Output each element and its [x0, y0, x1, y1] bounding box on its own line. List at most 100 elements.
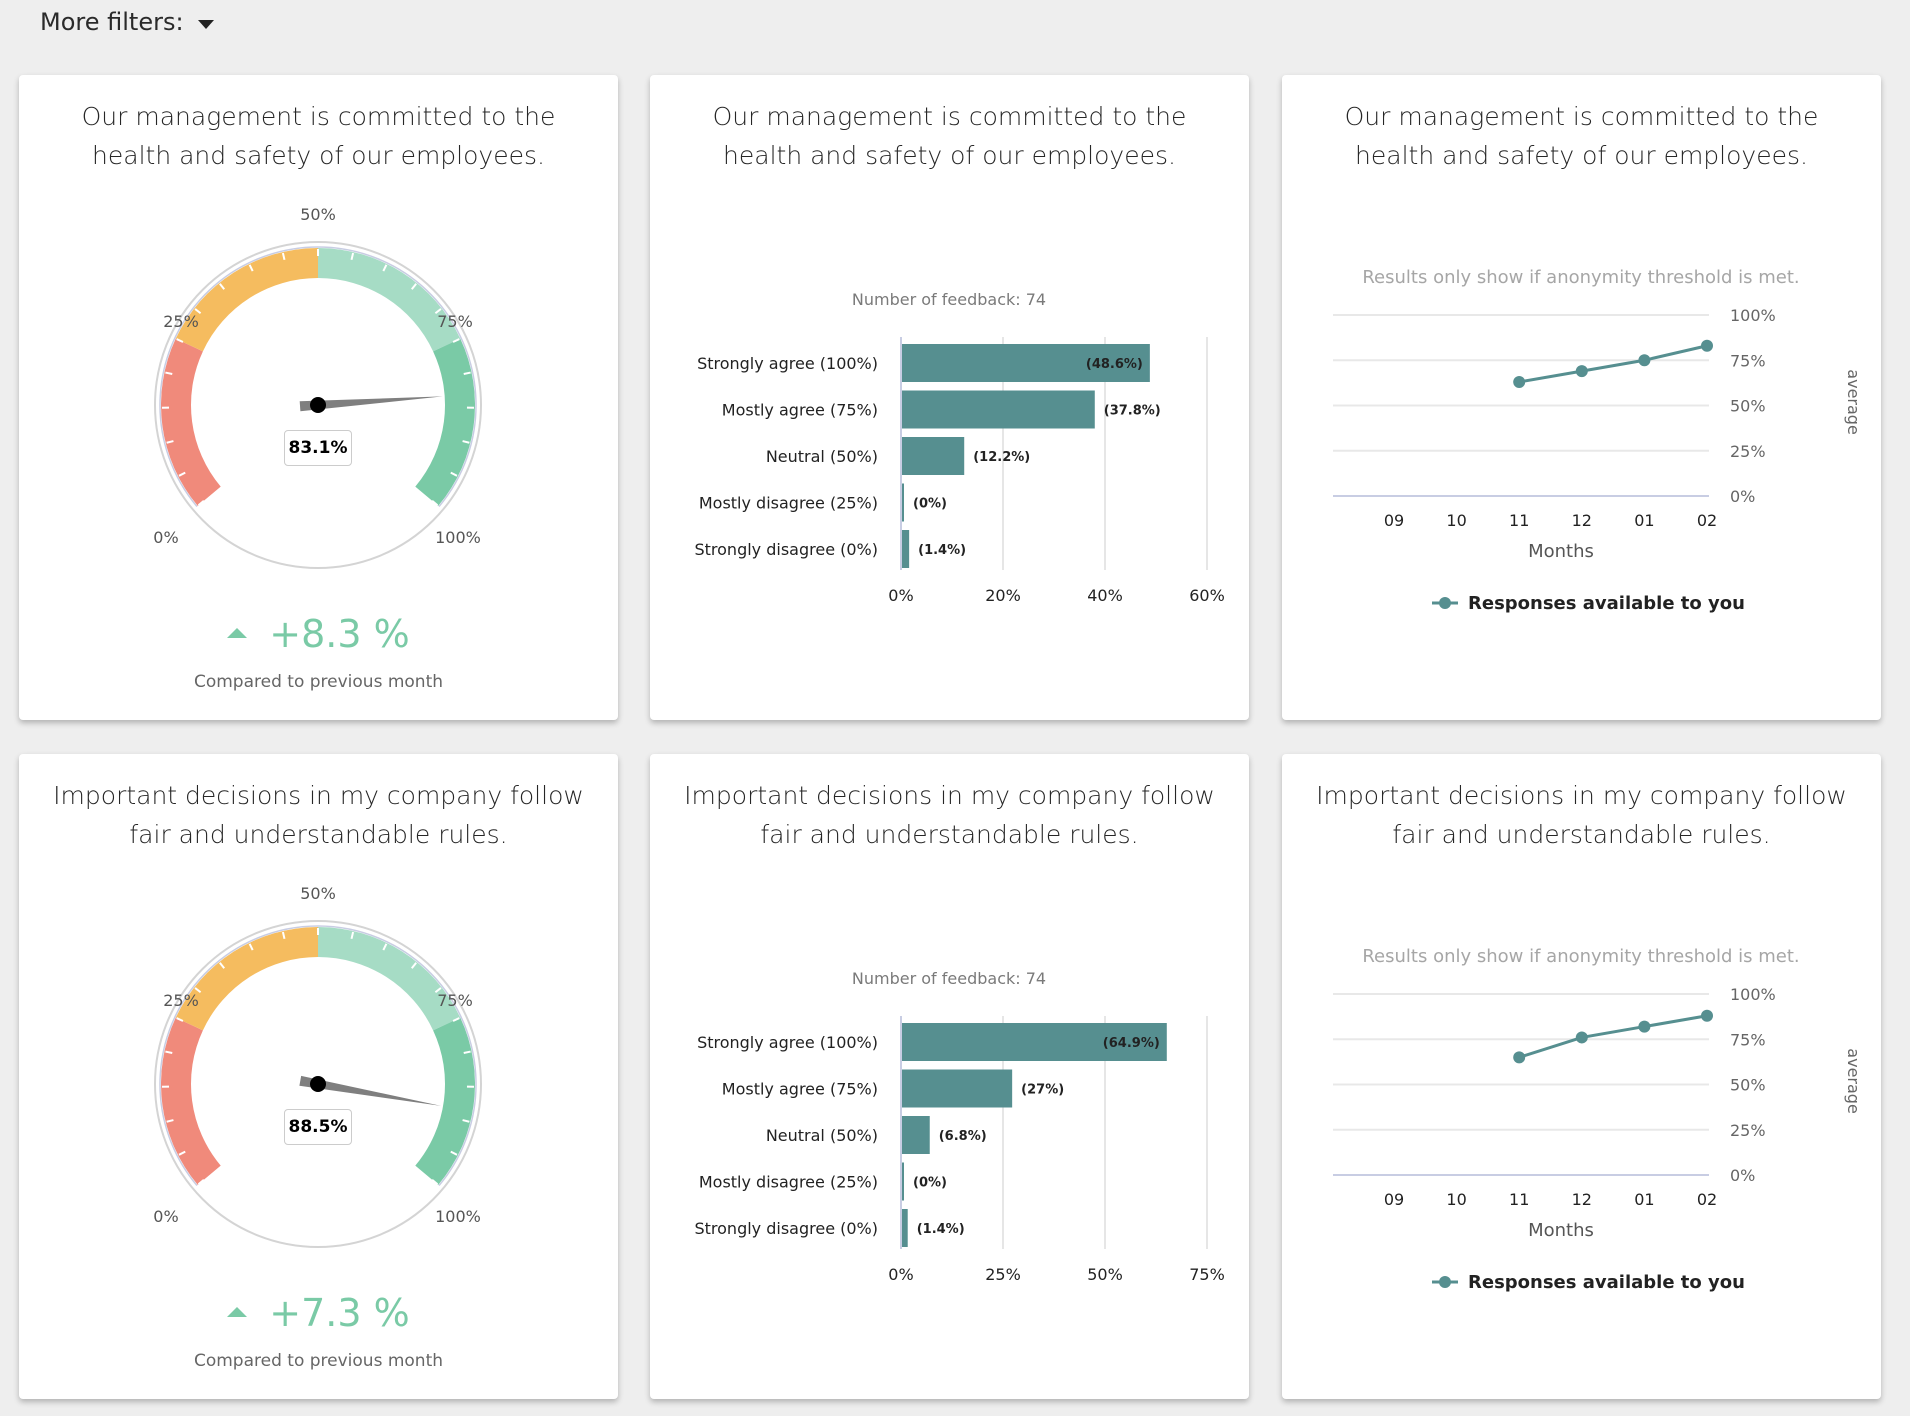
- bar-data-label: (6.8%): [939, 1129, 987, 1144]
- gauge-band-0: [160, 1017, 221, 1185]
- line-y-tick-label: 50%: [1730, 1076, 1766, 1095]
- line-point: [1701, 339, 1713, 352]
- bar-x-tick-label: 20%: [985, 586, 1021, 605]
- line-chart: Results only show if anonymity threshold…: [1333, 267, 1863, 614]
- bar-category-label: Mostly disagree (25%): [699, 1173, 878, 1192]
- line-y-tick-label: 25%: [1730, 442, 1766, 461]
- bar-data-label: (0%): [913, 1176, 947, 1191]
- line-card-2: Important decisions in my company follow…: [1282, 754, 1881, 1399]
- gauge-value-label: 83.1%: [284, 430, 352, 466]
- bar-data-label: (12.2%): [973, 450, 1030, 465]
- card-title: Our management is committed to the healt…: [81, 102, 556, 170]
- gauge-tick: [176, 1017, 184, 1022]
- gauge-band-3: [415, 1017, 476, 1185]
- line-x-tick-label: 02: [1697, 1190, 1717, 1209]
- bar-card-2: Important decisions in my company follow…: [650, 754, 1249, 1399]
- gauge-tick: [410, 962, 417, 969]
- gauge-edge: [159, 925, 477, 1187]
- line-x-tick-label: 01: [1634, 511, 1654, 530]
- delta-caption: Compared to previous month: [193, 1351, 444, 1371]
- gauge-band-2: [318, 927, 461, 1031]
- line-x-axis-label: Months: [1528, 1220, 1594, 1241]
- gauge-tick: [462, 1119, 470, 1123]
- gauge-outer-ring: [154, 920, 482, 1248]
- line-point: [1575, 365, 1588, 378]
- gauge-tick-label: 25%: [163, 991, 199, 1010]
- gauge-tick: [281, 252, 286, 261]
- gauge-tick: [165, 371, 173, 375]
- line-point: [1513, 1051, 1526, 1064]
- gauge-tick-label: 75%: [437, 991, 473, 1010]
- bar-chart-subtitle: Number of feedback: 74: [852, 969, 1046, 988]
- anonymity-notice: Results only show if anonymity threshold…: [1362, 946, 1799, 967]
- bar-category-label: Neutral (50%): [766, 447, 878, 466]
- bar-category-label: Strongly agree (100%): [697, 1033, 878, 1052]
- bar-x-tick-label: 25%: [985, 1265, 1021, 1284]
- bar-x-tick-label: 0%: [888, 586, 913, 605]
- card-title: Important decisions in my company follow…: [1316, 781, 1847, 849]
- bar-category-label: Strongly disagree (0%): [694, 540, 878, 559]
- line-point: [1638, 1020, 1651, 1033]
- line-x-tick-label: 10: [1446, 511, 1466, 530]
- bar-x-tick-label: 60%: [1189, 586, 1225, 605]
- gauge-tick: [452, 338, 460, 343]
- line-x-tick-label: 09: [1384, 1190, 1404, 1209]
- gauge-tick: [166, 1119, 174, 1123]
- gauge-tick: [178, 471, 186, 477]
- gauge-tick: [450, 471, 458, 477]
- gauge-tick: [431, 500, 439, 507]
- bar-chart-subtitle: Number of feedback: 74: [852, 290, 1046, 309]
- delta-value: +8.3 %: [269, 612, 410, 656]
- bar-chart: Number of feedback: 74 0% 20% 40% 60% Strongl…: [694, 290, 1225, 605]
- line-point: [1513, 375, 1526, 388]
- delta-indicator: +8.3 %: [19, 612, 618, 656]
- legend-marker-icon: [1439, 597, 1451, 609]
- bar-category-label: Neutral (50%): [766, 1126, 878, 1145]
- gauge-band-3: [415, 338, 476, 506]
- gauge-needle: [299, 1075, 442, 1106]
- line-series: [1518, 344, 1708, 384]
- triangle-up-icon: [227, 1306, 248, 1317]
- more-filters-dropdown[interactable]: More filters:: [40, 8, 214, 36]
- gauge-tick: [194, 987, 202, 994]
- bar-category-label: Strongly disagree (0%): [694, 1219, 878, 1238]
- gauge-tick-label: 25%: [163, 312, 199, 331]
- bar: [902, 1069, 1013, 1108]
- bar: [902, 1162, 904, 1201]
- gauge-tick: [219, 283, 226, 290]
- gauge-chart: 0% 25% 50% 75% 100%: [153, 205, 482, 569]
- bar: [902, 483, 904, 522]
- bar-data-label: (37.8%): [1104, 404, 1161, 419]
- gauge-tick: [434, 308, 442, 315]
- bar-category-label: Mostly agree (75%): [722, 1080, 878, 1099]
- bar-data-label: (1.4%): [918, 543, 966, 558]
- bar-category-label: Mostly agree (75%): [722, 401, 878, 420]
- line-y-tick-label: 25%: [1730, 1121, 1766, 1140]
- gauge-tick-label: 0%: [153, 1207, 178, 1226]
- gauge-tick: [219, 962, 226, 969]
- gauge-tick: [178, 1150, 186, 1156]
- gauge-needle: [299, 396, 443, 412]
- gauge-tick: [281, 931, 286, 940]
- line-x-tick-label: 01: [1634, 1190, 1654, 1209]
- gauge-needle-pivot: [310, 397, 326, 413]
- line-y-axis-label: average: [1844, 369, 1863, 435]
- gauge-tick: [382, 264, 388, 272]
- bar-chart: Number of feedback: 74 0% 25% 50% 75% Strongl…: [694, 969, 1224, 1284]
- line-x-axis-label: Months: [1528, 541, 1594, 562]
- gauge-tick: [382, 943, 388, 951]
- gauge-outer-ring: [154, 241, 482, 569]
- gauge-tick: [194, 308, 202, 315]
- bar-card-1: Our management is committed to the healt…: [650, 75, 1249, 720]
- bar-x-tick-label: 40%: [1087, 586, 1123, 605]
- bar: [902, 390, 1095, 429]
- line-y-tick-label: 100%: [1730, 985, 1776, 1004]
- line-x-tick-label: 02: [1697, 511, 1717, 530]
- delta-value: +7.3 %: [269, 1291, 410, 1335]
- bar: [902, 1209, 908, 1247]
- gauge-edge: [159, 246, 477, 508]
- gauge-tick-label: 100%: [435, 528, 481, 547]
- legend-marker-icon: [1439, 1276, 1451, 1288]
- bar-x-tick-label: 50%: [1087, 1265, 1123, 1284]
- line-x-tick-label: 11: [1509, 1190, 1529, 1209]
